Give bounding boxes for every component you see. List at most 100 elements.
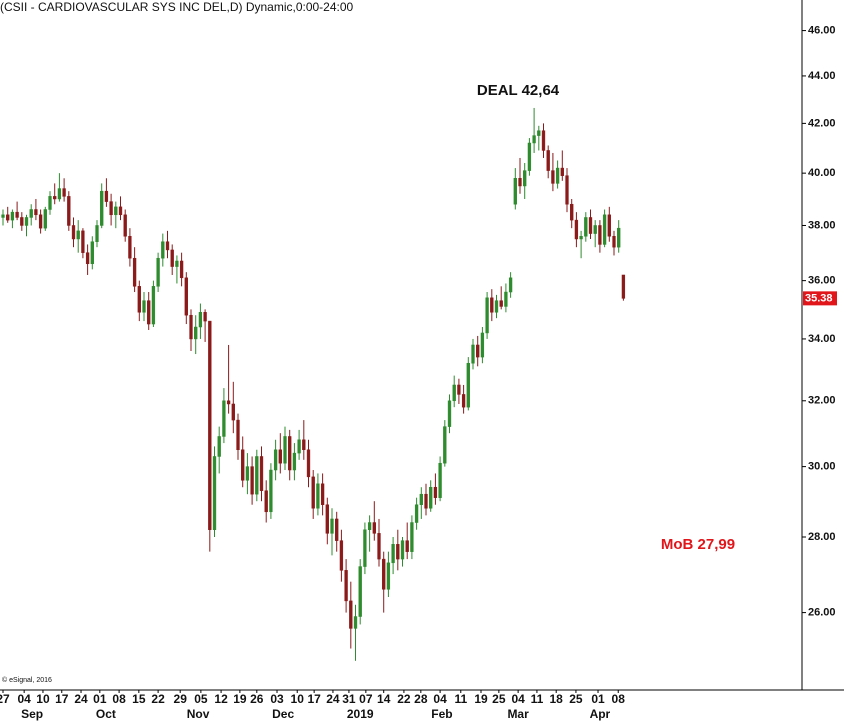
x-tick-label: 15	[132, 692, 146, 706]
month-label: Nov	[187, 707, 210, 721]
candle-body	[382, 558, 386, 590]
candle-body	[292, 452, 297, 471]
x-tick-label: 10	[291, 692, 305, 706]
x-tick-label: 01	[93, 692, 107, 706]
candle-body	[288, 436, 292, 471]
x-tick-label: 01	[591, 692, 605, 706]
x-tick-label: 18	[550, 692, 564, 706]
candle-body	[259, 456, 264, 491]
candle-body	[527, 142, 532, 171]
x-tick-label: 14	[377, 692, 391, 706]
candle-body	[433, 486, 438, 498]
candle-body	[85, 252, 90, 265]
candle-body	[457, 384, 461, 395]
y-tick-label: 34.00	[808, 333, 836, 345]
candle-body	[67, 196, 71, 226]
candle-body	[476, 344, 480, 358]
candle-body	[137, 286, 141, 313]
candle-body	[306, 449, 311, 478]
x-tick-label: 26	[250, 692, 264, 706]
candle-body	[405, 540, 409, 552]
x-tick-label: 07	[359, 692, 373, 706]
candle-body	[147, 300, 151, 325]
x-tick-label: 10	[36, 692, 50, 706]
candle-body	[142, 300, 146, 313]
month-label: Oct	[96, 707, 116, 721]
candle-body	[551, 170, 555, 184]
x-tick-label: 04	[17, 692, 31, 706]
candle-body	[607, 214, 611, 237]
candle-body	[593, 225, 597, 234]
candle-body	[104, 190, 109, 202]
candle-body	[118, 206, 123, 216]
candle-body	[194, 326, 198, 340]
month-label: 2019	[347, 707, 374, 721]
x-tick-label: 19	[474, 692, 488, 706]
candle-body	[490, 297, 494, 313]
candle-body	[43, 209, 47, 229]
candle-body	[53, 196, 57, 200]
x-tick-label: 28	[414, 692, 428, 706]
y-tick-label: 32.00	[808, 395, 836, 407]
candle-body	[311, 476, 315, 509]
month-label: Apr	[590, 707, 611, 721]
candle-body	[391, 544, 395, 564]
y-tick-label: 36.00	[808, 275, 836, 287]
candle-body	[90, 241, 94, 265]
candle-body	[598, 225, 602, 245]
candle-body	[429, 486, 433, 509]
candle-body	[255, 456, 259, 495]
x-tick-label: 29	[174, 692, 188, 706]
candle-body	[400, 540, 405, 560]
candle-body	[76, 230, 80, 240]
x-tick-label: 11	[454, 692, 467, 706]
candle-body	[1, 214, 5, 218]
x-tick-label: 17	[307, 692, 321, 706]
candle-body	[128, 236, 132, 259]
candle-body	[579, 236, 583, 240]
candle-body	[48, 196, 52, 210]
annotation: MoB 27,99	[661, 536, 735, 553]
x-tick-label: 11	[531, 692, 544, 706]
candle-body	[123, 214, 127, 237]
month-label: Mar	[507, 707, 529, 721]
candle-body	[372, 522, 376, 534]
candle-body	[320, 483, 325, 505]
candle-body	[208, 320, 212, 530]
candle-body	[570, 203, 574, 221]
candle-body	[504, 291, 508, 307]
candle-body	[269, 469, 273, 513]
candle-body	[518, 178, 522, 187]
candle-body	[508, 277, 513, 293]
candle-body	[363, 529, 367, 567]
candle-body	[217, 436, 221, 457]
candle-body	[236, 419, 240, 451]
candle-body	[480, 332, 485, 358]
x-tick-label: 03	[270, 692, 284, 706]
candle-body	[574, 219, 579, 240]
month-label: Dec	[272, 707, 294, 721]
y-tick-label: 38.00	[808, 219, 836, 231]
candle-body	[443, 426, 447, 464]
y-tick-label: 42.00	[808, 117, 836, 129]
candle-body	[245, 466, 250, 481]
candle-body	[198, 312, 203, 328]
candle-body	[109, 201, 113, 216]
candle-body	[231, 403, 235, 421]
candle-body	[344, 570, 348, 602]
candle-body	[612, 236, 616, 248]
candle-body	[81, 230, 85, 253]
candle-body	[62, 188, 66, 197]
candle-body	[485, 297, 489, 334]
x-tick-label: 08	[612, 692, 626, 706]
candle-body	[297, 439, 301, 454]
x-tick-label: 22	[397, 692, 411, 706]
candle-body	[165, 241, 170, 251]
x-tick-label: 27	[0, 692, 10, 706]
candle-body	[588, 217, 593, 234]
x-tick-label: 04	[433, 692, 447, 706]
candle-body	[602, 214, 607, 245]
x-tick-label: 24	[74, 692, 88, 706]
candle-body	[335, 518, 339, 541]
candle-body	[156, 257, 160, 287]
